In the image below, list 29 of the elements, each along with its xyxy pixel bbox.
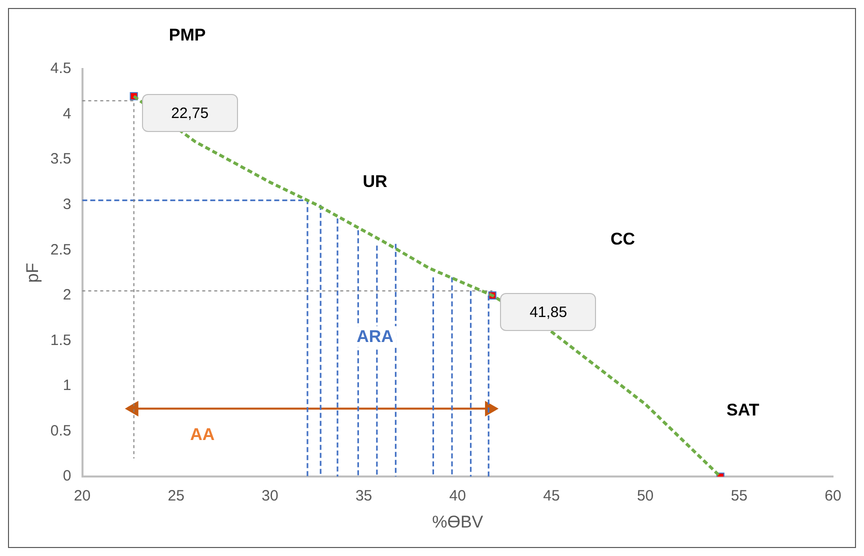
x-tick-label: 55 [730,488,748,505]
annotation: CC [610,229,636,248]
annotation: UR [362,172,388,192]
x-tick-label: 35 [355,488,372,505]
y-tick-label: 0.5 [50,422,72,440]
y-tick-label: 3 [62,196,72,214]
annotation: AA [190,424,215,444]
callout: 22,75 [142,94,238,132]
x-tick-label: 45 [543,488,560,505]
annotation: ARA [356,327,394,346]
y-tick-label: 2 [62,286,72,304]
x-tick-label: 40 [449,488,466,505]
y-axis-title: pF [22,262,42,283]
x-tick-label: 30 [262,488,278,505]
x-tick-label: 25 [168,488,184,505]
x-axis-title: %ƟBV [432,512,484,532]
text: PMP [168,25,206,44]
x-tick-label: 50 [636,488,654,505]
y-tick-label: 1.5 [50,332,72,349]
y-tick-label: 0 [62,468,72,485]
y-tick-label: 1 [62,377,72,394]
x-tick-label: 60 [824,488,842,505]
y-tick-label: 3.5 [50,150,72,168]
annotation: SAT [726,400,760,420]
y-tick-label: 4 [62,105,72,122]
y-tick-label: 2.5 [50,241,72,258]
y-tick-label: 4.5 [50,60,72,78]
x-tick-label: 20 [74,488,91,505]
callout: 41,85 [500,293,596,332]
